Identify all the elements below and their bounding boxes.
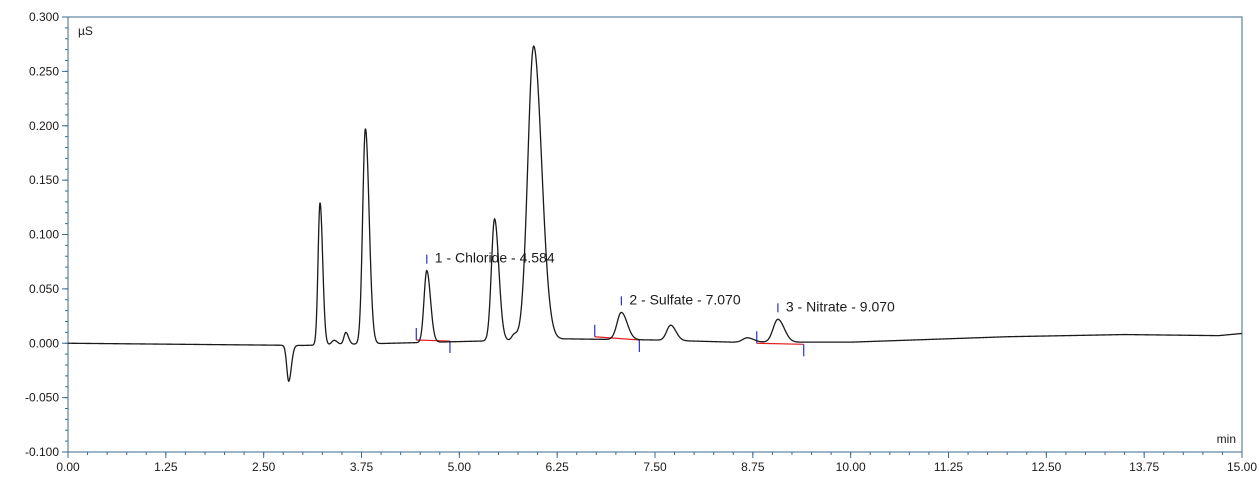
- y-tick-label: 0.200: [29, 119, 59, 133]
- x-tick-label: 12.50: [1031, 460, 1061, 474]
- x-tick-label: 1.25: [154, 460, 178, 474]
- peak-label: 2 - Sulfate - 7.070: [629, 291, 741, 307]
- x-tick-label: 6.25: [545, 460, 569, 474]
- peak-label: 3 - Nitrate - 9.070: [786, 298, 895, 314]
- y-tick-label: -0.100: [25, 445, 59, 459]
- peak-annotations: 1 - Chloride - 4.584 2 - Sulfate - 7.070 3…: [426, 250, 895, 314]
- integration-baselines: [415, 324, 805, 357]
- x-tick-label: 13.75: [1129, 460, 1159, 474]
- y-tick-label: 0.300: [29, 10, 59, 24]
- integration-baseline: [416, 339, 450, 342]
- y-tick-label: 0.250: [29, 64, 59, 78]
- x-tick-label: 11.25: [934, 460, 963, 474]
- x-axis-unit-label: min: [1217, 432, 1236, 446]
- peak-label: 1 - Chloride - 4.584: [435, 250, 555, 266]
- y-tick-label: 0.150: [29, 173, 59, 187]
- chromatogram-trace: [68, 45, 1243, 383]
- y-axis-unit-label: µS: [78, 24, 93, 38]
- x-tick-label: 2.50: [252, 460, 276, 474]
- x-tick-label: 8.75: [741, 460, 765, 474]
- x-axis: 0.00 1.25 2.50 3.75 5.00 6.25 7.50 8.75 10.00 11.…: [56, 452, 1257, 474]
- x-tick-label: 10.00: [836, 460, 866, 474]
- integration-baseline: [594, 336, 640, 341]
- x-tick-label: 0.00: [56, 460, 80, 474]
- y-tick-label: 0.050: [29, 282, 59, 296]
- x-tick-label: 7.50: [643, 460, 667, 474]
- y-tick-label: 0.100: [29, 228, 59, 242]
- x-tick-label: 5.00: [448, 460, 472, 474]
- y-axis: -0.100 -0.050 0.000 0.050 0.100 0.150 0.200 0.2…: [25, 10, 68, 459]
- x-tick-label: 15.00: [1227, 460, 1257, 474]
- y-tick-label: -0.050: [25, 391, 59, 405]
- y-tick-label: 0.000: [29, 336, 59, 350]
- x-tick-label: 3.75: [350, 460, 374, 474]
- integration-baseline: [756, 342, 804, 345]
